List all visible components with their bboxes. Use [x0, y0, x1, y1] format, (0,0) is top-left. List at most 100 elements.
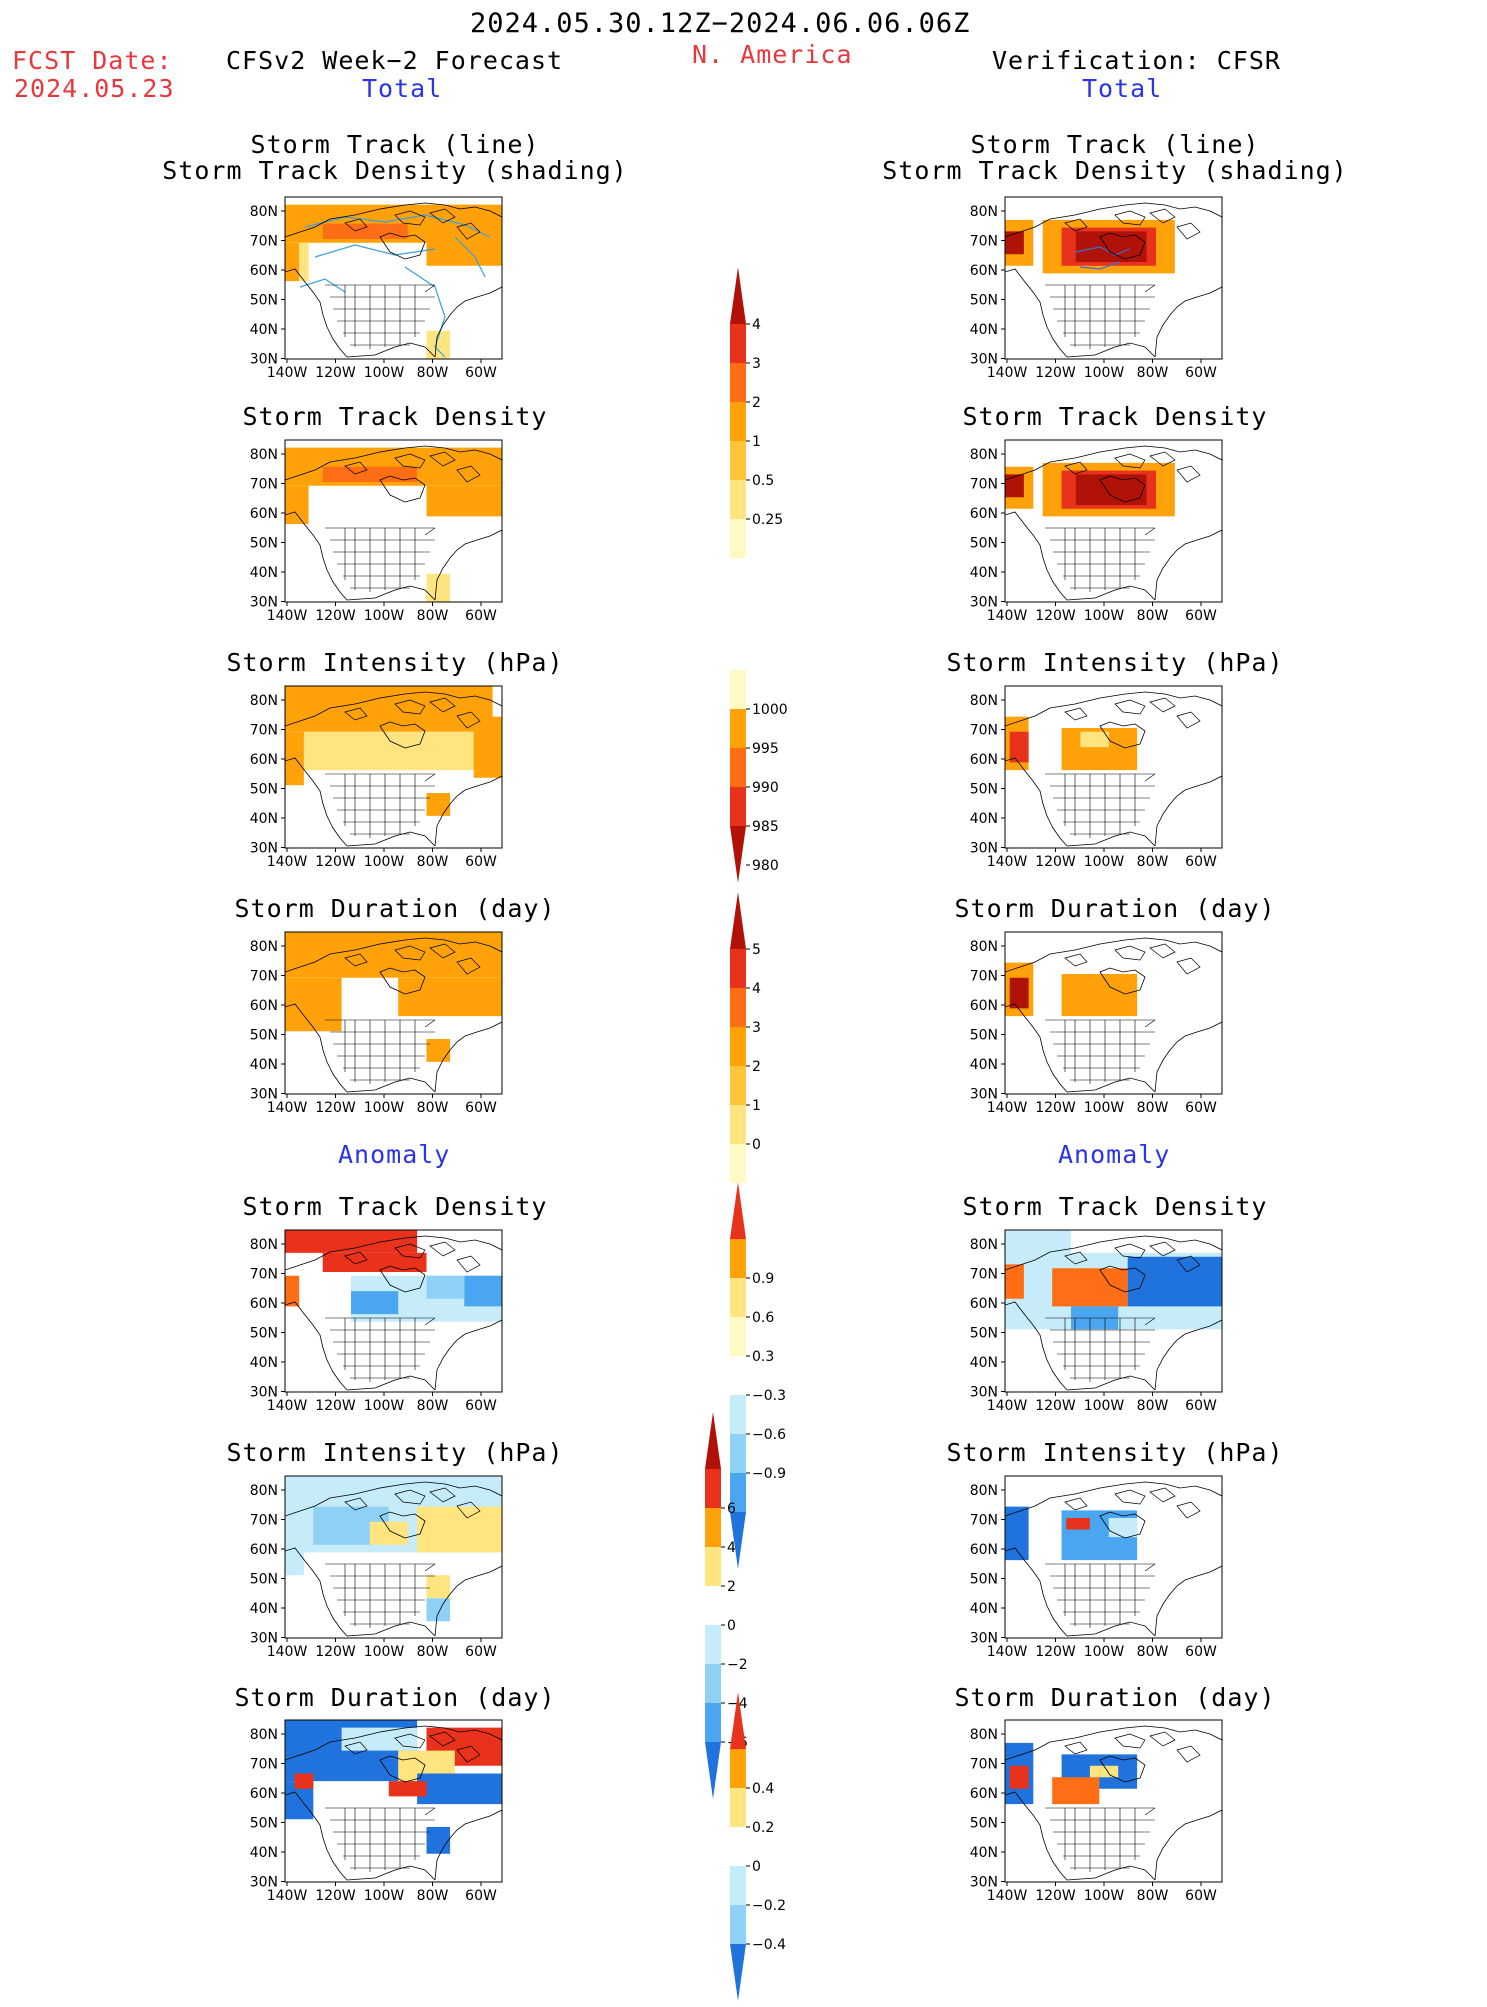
lat-tick-label: 30N [250, 1631, 278, 1647]
panel-title-track_line-fcst: Storm Track (line) Storm Track Density (… [162, 130, 628, 185]
map-panel-duration_anom-fcst: 80N 70N 60N 50N 40N 30N 140W 120W 100W 80W 60W [240, 1710, 530, 1922]
map-panel-density-fcst: 80N 70N 60N 50N 40N 30N 140W 120W 100W 80W 60W [240, 430, 530, 642]
shading-region [1052, 1777, 1100, 1805]
colorbar-segment [730, 748, 746, 787]
colorbar-tick-label: 980 [752, 858, 779, 874]
shading-region [303, 731, 493, 771]
lon-tick-label: 60W [1185, 1644, 1217, 1660]
lon-tick-label: 80W [1137, 365, 1169, 381]
shading-region [426, 1575, 451, 1599]
lat-tick-label: 30N [970, 595, 998, 611]
lon-tick-label: 140W [987, 608, 1028, 624]
shading-region [285, 1230, 418, 1253]
lat-tick-label: 80N [970, 204, 998, 220]
shading-region [426, 485, 502, 517]
lat-tick-label: 40N [250, 565, 278, 581]
lat-tick-label: 30N [970, 1875, 998, 1891]
arctic-islands [344, 1731, 481, 1763]
lon-tick-label: 80W [1137, 1644, 1169, 1660]
colorbar-tick-label: 4 [752, 317, 761, 333]
colorbar-segment [730, 1105, 746, 1144]
lon-tick-label: 140W [987, 854, 1028, 870]
hudson-bay-outline [379, 1511, 426, 1539]
shading-region [1061, 728, 1138, 771]
lat-tick-label: 80N [970, 693, 998, 709]
colorbar-tick-label: 990 [752, 780, 779, 796]
colorbar-segment [730, 1144, 746, 1183]
arctic-islands [344, 208, 481, 240]
lon-tick-label: 60W [1185, 854, 1217, 870]
lat-tick-label: 40N [970, 322, 998, 338]
shading-region [417, 1506, 502, 1553]
lon-tick-label: 120W [1035, 1398, 1076, 1414]
hudson-bay-outline [1099, 1755, 1146, 1783]
lat-tick-label: 50N [250, 1326, 278, 1342]
period-title: 2024.05.30.12Z−2024.06.06.06Z [470, 8, 971, 39]
lon-tick-label: 60W [1185, 1398, 1217, 1414]
state-borders [1045, 1807, 1156, 1872]
map-frame [1004, 196, 1223, 360]
lon-tick-label: 140W [267, 365, 308, 381]
region-label: N. America [692, 40, 853, 69]
colorbar-segment [730, 1027, 746, 1066]
lat-tick-label: 80N [970, 1483, 998, 1499]
shading-region [1005, 1264, 1024, 1299]
map-frame [1004, 1229, 1223, 1393]
lat-tick-label: 80N [250, 1727, 278, 1743]
lat-tick-label: 40N [970, 811, 998, 827]
colorbar-segment [730, 1866, 746, 1905]
colorbar-segment [730, 1944, 746, 2001]
lat-tick-label: 40N [970, 1845, 998, 1861]
colorbar-tick-label: −0.9 [752, 1466, 786, 1482]
lat-tick-label: 50N [970, 1816, 998, 1832]
hudson-bay-outline [379, 721, 426, 749]
hudson-bay-outline [1099, 1265, 1146, 1293]
shading-region [1005, 474, 1024, 498]
lon-tick-label: 100W [1084, 1398, 1125, 1414]
lon-tick-label: 80W [417, 1100, 449, 1116]
shading-region [1066, 1518, 1090, 1530]
colorbar-tick-label: −0.2 [752, 1898, 786, 1914]
coastline [1005, 1235, 1222, 1391]
shading-region [322, 1252, 427, 1272]
lon-tick-label: 60W [465, 854, 497, 870]
shading-region [426, 1275, 465, 1299]
coastline [1005, 1481, 1222, 1637]
colorbar-segment [705, 1586, 721, 1625]
lat-tick-label: 60N [250, 263, 278, 279]
lon-tick-label: 100W [1084, 608, 1125, 624]
map-frame [1004, 1475, 1223, 1639]
colorbar-intensity: 1000 995 990 985 980 [725, 650, 795, 889]
lat-tick-label: 80N [970, 939, 998, 955]
lon-tick-label: 100W [364, 854, 405, 870]
shading-region [1009, 731, 1029, 763]
lat-tick-label: 70N [970, 477, 998, 493]
lon-tick-label: 140W [987, 1100, 1028, 1116]
colorbar-segment [705, 1469, 721, 1508]
lat-tick-label: 70N [250, 723, 278, 739]
arctic-islands [1064, 1487, 1201, 1519]
colorbar-tick-label: 995 [752, 741, 779, 757]
map-panel-track_line-verif: 80N 70N 60N 50N 40N 30N 140W 120W 100W 80W 60W [960, 187, 1250, 399]
colorbar-segment [730, 1278, 746, 1317]
lat-tick-label: 40N [250, 811, 278, 827]
state-borders [325, 1563, 436, 1628]
colorbar-segment [730, 1827, 746, 1866]
colorbar-segment [730, 1066, 746, 1105]
colorbar-tick-label: 0.3 [752, 1349, 774, 1365]
coastline [1005, 691, 1222, 847]
colorbar-segment [730, 1356, 746, 1395]
colorbar-segment [730, 1239, 746, 1278]
colorbar-segment [730, 826, 746, 883]
colorbar-segment [730, 1317, 746, 1356]
map-panel-intensity-fcst: 80N 70N 60N 50N 40N 30N 140W 120W 100W 80W 60W [240, 676, 530, 888]
lon-tick-label: 100W [1084, 854, 1125, 870]
storm-track-lines [299, 214, 491, 358]
map-panel-duration-verif: 80N 70N 60N 50N 40N 30N 140W 120W 100W 80W 60W [960, 922, 1250, 1134]
colorbar-tick-label: 0.9 [752, 1271, 774, 1287]
lat-tick-label: 60N [250, 752, 278, 768]
colorbar-density: 4 3 2 1 0.5 0.25 [725, 265, 795, 582]
arctic-islands [1064, 208, 1201, 240]
lon-tick-label: 100W [364, 608, 405, 624]
shading-region [426, 1598, 451, 1622]
